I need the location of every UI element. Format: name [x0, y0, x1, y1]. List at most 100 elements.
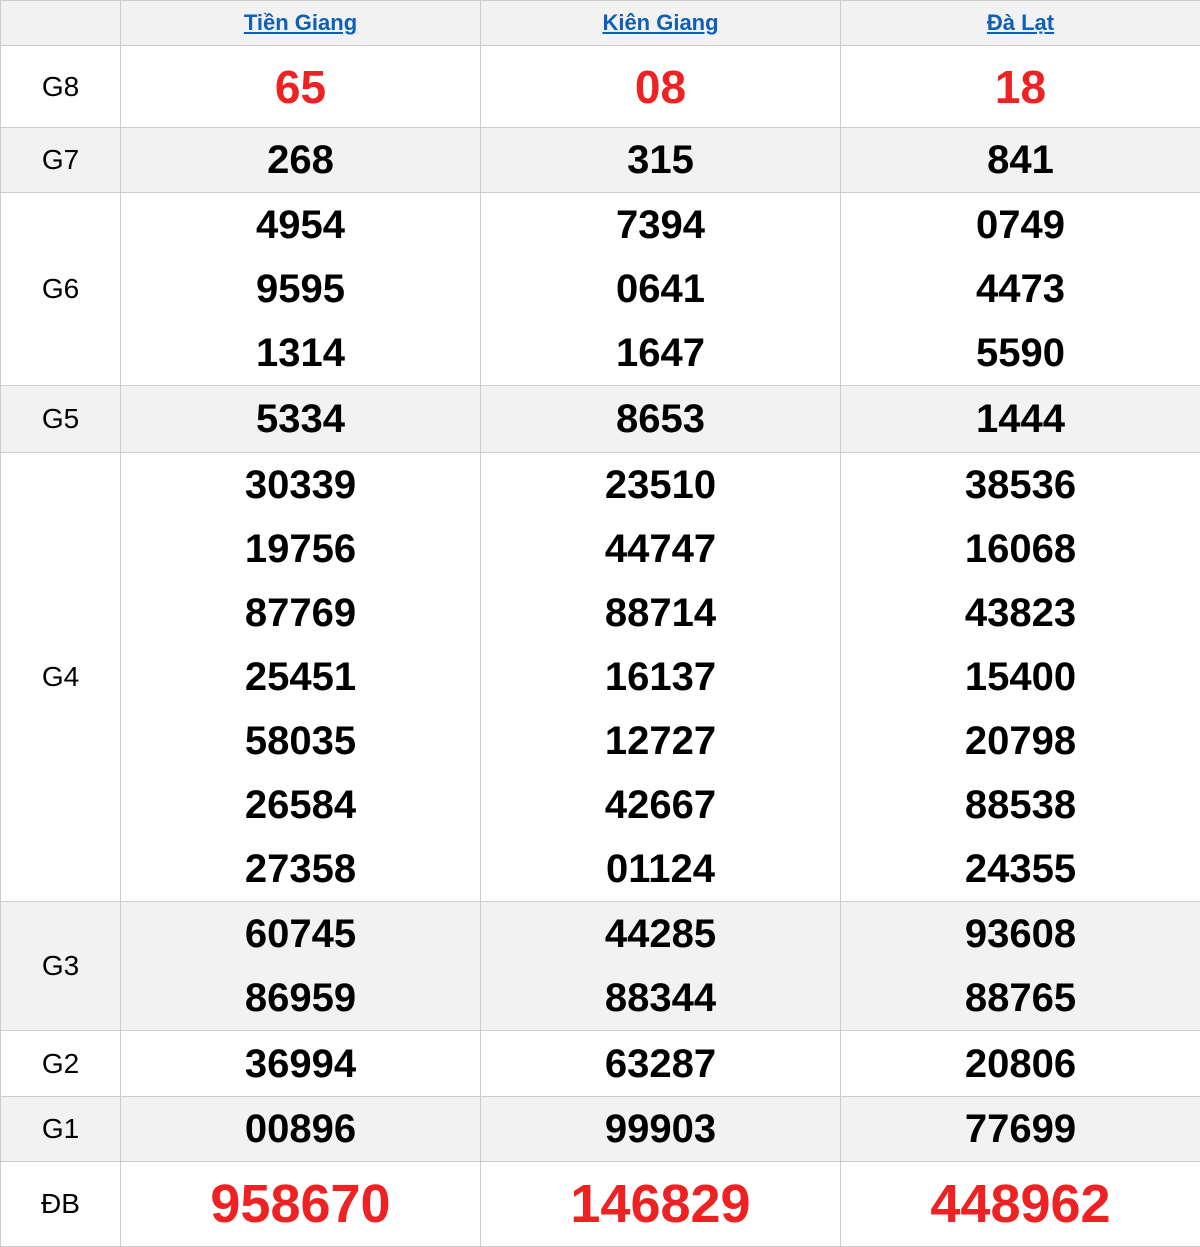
prize-cell: 1444	[841, 386, 1200, 453]
prize-number: 9595	[121, 257, 480, 321]
prize-number: 01124	[481, 837, 840, 901]
prize-cell: 268	[121, 128, 481, 193]
prize-number: 99903	[481, 1097, 840, 1161]
prize-cell: 00896	[121, 1097, 481, 1162]
prize-label: G2	[1, 1031, 121, 1097]
prize-number: 1314	[121, 321, 480, 385]
prize-label: G4	[1, 453, 121, 902]
prize-number: 65	[121, 47, 480, 127]
prize-number: 8653	[481, 387, 840, 451]
prize-number: 146829	[481, 1163, 840, 1246]
prize-number: 36994	[121, 1032, 480, 1096]
province-link-tien-giang[interactable]: Tiền Giang	[244, 10, 357, 35]
prize-number: 4954	[121, 193, 480, 257]
prize-number: 4473	[841, 257, 1200, 321]
prize-number: 08	[481, 47, 840, 127]
prize-cell: 958670	[121, 1162, 481, 1247]
prize-number: 88765	[841, 966, 1200, 1030]
prize-cell: 20806	[841, 1031, 1200, 1097]
prize-cell: 18	[841, 46, 1200, 128]
prize-number: 30339	[121, 453, 480, 517]
prize-number: 25451	[121, 645, 480, 709]
prize-number: 20798	[841, 709, 1200, 773]
prize-number: 00896	[121, 1097, 480, 1161]
prize-number: 86959	[121, 966, 480, 1030]
province-header-tien-giang: Tiền Giang	[121, 1, 481, 46]
prize-number: 448962	[841, 1163, 1200, 1246]
prize-cell: 8653	[481, 386, 841, 453]
prize-number: 27358	[121, 837, 480, 901]
prize-number: 23510	[481, 453, 840, 517]
prize-number: 20806	[841, 1032, 1200, 1096]
province-header-da-lat: Đà Lạt	[841, 1, 1200, 46]
prize-number: 42667	[481, 773, 840, 837]
prize-label: G6	[1, 193, 121, 386]
prize-number: 18	[841, 47, 1200, 127]
prize-number: 0749	[841, 193, 1200, 257]
prize-number: 88344	[481, 966, 840, 1030]
prize-number: 268	[121, 128, 480, 192]
prize-number: 26584	[121, 773, 480, 837]
province-link-kien-giang[interactable]: Kiên Giang	[602, 10, 718, 35]
prize-label: G8	[1, 46, 121, 128]
prize-number: 24355	[841, 837, 1200, 901]
prize-number: 15400	[841, 645, 1200, 709]
prize-number: 5334	[121, 387, 480, 451]
prize-number: 1444	[841, 387, 1200, 451]
province-header-kien-giang: Kiên Giang	[481, 1, 841, 46]
prize-number: 60745	[121, 902, 480, 966]
prize-cell: 63287	[481, 1031, 841, 1097]
prize-cell: 08	[481, 46, 841, 128]
prize-number: 88538	[841, 773, 1200, 837]
prize-number: 87769	[121, 581, 480, 645]
prize-number: 43823	[841, 581, 1200, 645]
prize-number: 841	[841, 128, 1200, 192]
prize-number: 1647	[481, 321, 840, 385]
province-link-da-lat[interactable]: Đà Lạt	[987, 10, 1054, 35]
prize-number: 16137	[481, 645, 840, 709]
prize-cell: 77699	[841, 1097, 1200, 1162]
prize-cell: 36994	[121, 1031, 481, 1097]
prize-number: 88714	[481, 581, 840, 645]
prize-cell: 5334	[121, 386, 481, 453]
prize-cell: 65	[121, 46, 481, 128]
prize-number: 63287	[481, 1032, 840, 1096]
prize-cell: 146829	[481, 1162, 841, 1247]
prize-number: 7394	[481, 193, 840, 257]
prize-label: G5	[1, 386, 121, 453]
prize-cell: 448962	[841, 1162, 1200, 1247]
prize-number: 44747	[481, 517, 840, 581]
prize-number: 315	[481, 128, 840, 192]
corner-cell	[1, 1, 121, 46]
prize-number: 0641	[481, 257, 840, 321]
prize-number: 958670	[121, 1163, 480, 1246]
prize-label: G1	[1, 1097, 121, 1162]
prize-number: 38536	[841, 453, 1200, 517]
prize-label: G7	[1, 128, 121, 193]
prize-number: 12727	[481, 709, 840, 773]
prize-number: 93608	[841, 902, 1200, 966]
prize-label: G3	[1, 902, 121, 1031]
prize-number: 58035	[121, 709, 480, 773]
prize-label: ĐB	[1, 1162, 121, 1247]
prize-number: 16068	[841, 517, 1200, 581]
prize-cell: 841	[841, 128, 1200, 193]
prize-cell: 315	[481, 128, 841, 193]
prize-number: 77699	[841, 1097, 1200, 1161]
prize-number: 44285	[481, 902, 840, 966]
